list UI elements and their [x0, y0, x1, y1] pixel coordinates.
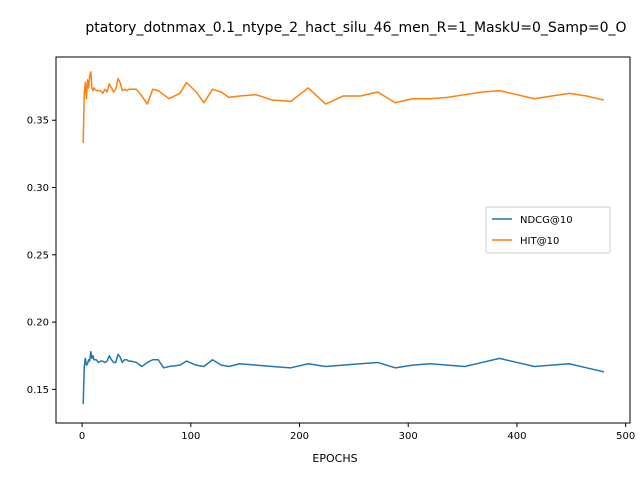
x-tick-label: 100: [181, 431, 200, 442]
legend: NDCG@10 HIT@10: [485, 206, 611, 254]
legend-label: HIT@10: [520, 236, 559, 247]
x-tick-label: 0: [79, 431, 85, 442]
y-tick-label: 0.20: [27, 318, 49, 329]
y-axis-ticks: 0.15 0.20 0.25 0.30 0.35: [27, 116, 56, 396]
chart-title: ptatory_dotnmax_0.1_ntype_2_hact_silu_46…: [85, 20, 626, 36]
legend-box: [485, 206, 611, 254]
plot-area-frame: [55, 56, 631, 424]
series-line-hit: [82, 71, 605, 144]
x-axis-label: EPOCHS: [312, 452, 357, 465]
y-tick-label: 0.25: [27, 250, 49, 261]
x-tick-label: 400: [507, 431, 526, 442]
x-tick-label: 300: [399, 431, 418, 442]
x-tick-label: 200: [290, 431, 309, 442]
series-line-ndcg: [82, 350, 605, 405]
y-tick-label: 0.15: [27, 385, 49, 396]
series-lines: [82, 71, 605, 405]
legend-label: NDCG@10: [520, 215, 573, 226]
y-tick-label: 0.35: [27, 116, 49, 127]
x-axis-ticks: 0 100 200 300 400 500: [79, 423, 635, 442]
x-tick-label: 500: [616, 431, 635, 442]
y-tick-label: 0.30: [27, 183, 49, 194]
